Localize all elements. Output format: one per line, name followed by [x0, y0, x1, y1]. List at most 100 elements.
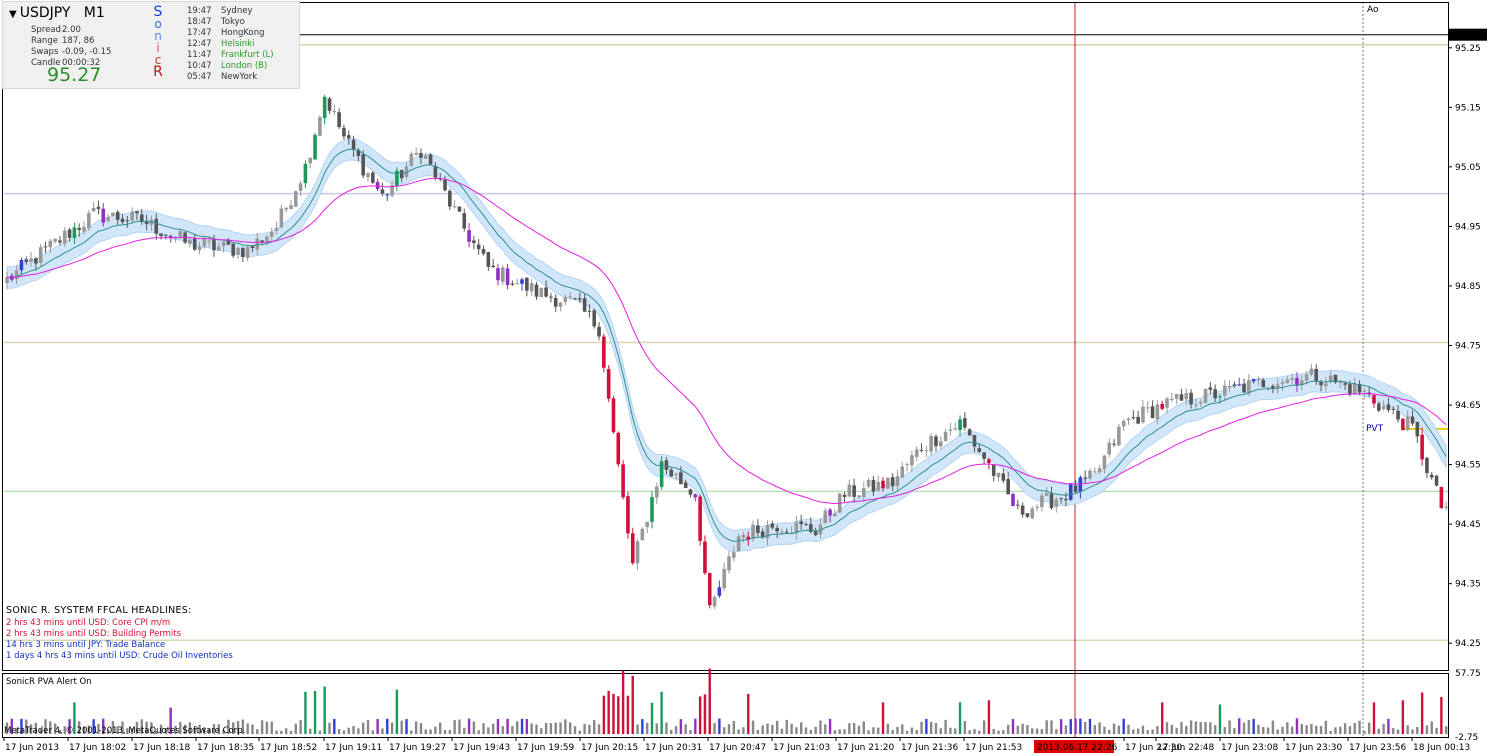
volume-bar [111, 720, 115, 735]
volume-bar [1339, 726, 1342, 735]
volume-bar [1300, 724, 1303, 735]
candle-body [481, 249, 486, 254]
volume-bar [747, 693, 750, 735]
stat-row: Candle00:00:32 [31, 58, 100, 68]
candle-body [135, 211, 139, 214]
candle-body [62, 230, 67, 244]
candle-body [120, 218, 125, 223]
indicator-tick-label: 57.75 [1455, 669, 1481, 679]
candle-body [818, 524, 823, 535]
volume-bar [472, 721, 476, 735]
volume-bar [920, 721, 923, 735]
candle-body [688, 489, 693, 495]
volume-bar [53, 723, 57, 735]
volume-bar [800, 722, 803, 735]
volume-bar [804, 727, 808, 735]
volume-bar [833, 730, 837, 735]
ema-channel [6, 138, 1447, 553]
volume-bar [824, 724, 827, 735]
volume-bar [934, 723, 938, 735]
candle-body [1165, 398, 1169, 408]
candle-body [650, 497, 654, 522]
candle-body [616, 432, 621, 465]
session-row: 11:47 Frankfurt (L) [187, 50, 274, 61]
candle-body [1006, 478, 1010, 495]
volume-bar [309, 728, 312, 735]
candle-body [813, 531, 818, 536]
candle-body [500, 267, 505, 282]
volume-bar [405, 719, 408, 735]
candle-body [1295, 377, 1299, 386]
volume-bar [251, 724, 254, 735]
volume-bar [1151, 729, 1154, 735]
volume-bar [925, 718, 928, 735]
candle-body [640, 528, 645, 541]
x-tick-label: 17 Jun 18:35 [197, 743, 254, 753]
volume-bar [155, 730, 158, 735]
candle-body [245, 246, 250, 259]
candle-body [1299, 380, 1304, 386]
volume-bar [862, 721, 865, 735]
volume-bar [328, 722, 331, 735]
candle-body [419, 153, 423, 158]
x-tick-label: 17 Jun 23:56 [1349, 743, 1406, 753]
current-price-label: 95.27 [1453, 31, 1479, 41]
session-time: 12:47 [187, 39, 212, 49]
volume-bar [92, 719, 95, 735]
candle-body [67, 229, 72, 238]
volume-bar [246, 723, 249, 735]
candle-body [1275, 384, 1280, 389]
candle-body [924, 450, 929, 452]
candle-body [775, 528, 779, 532]
candle-body [1131, 417, 1136, 419]
candle-body [1304, 374, 1309, 381]
volume-bar [872, 727, 875, 735]
volume-bar [568, 722, 572, 735]
volume-bar [1348, 726, 1352, 735]
volume-bar [1079, 718, 1082, 735]
ema-fast-line [6, 148, 1447, 542]
candle-body [804, 524, 808, 526]
candle-body [5, 277, 9, 284]
candle-body [337, 112, 341, 128]
volume-bar [978, 730, 981, 735]
candle-body [770, 523, 775, 528]
volume-bar [496, 719, 500, 735]
candle-body [1179, 394, 1184, 401]
volume-bar [1204, 722, 1207, 735]
volume-bar [742, 727, 745, 735]
volume-bar [121, 721, 124, 735]
volume-bar [366, 720, 370, 735]
volume-bar [183, 724, 187, 735]
crosshair-time-box [1034, 740, 1114, 753]
x-tick-label: 17 Jun 23:08 [1221, 743, 1278, 753]
session-row: 05:47 NewYork [187, 72, 274, 83]
volume-bar [1266, 727, 1270, 735]
volume-bar [1050, 720, 1053, 735]
ema-band [6, 138, 1447, 553]
candle-body [881, 480, 885, 489]
candle-body [1112, 443, 1116, 445]
volume-bar [775, 720, 779, 735]
candle-body [910, 455, 914, 466]
candle-body [539, 287, 544, 298]
candle-body [139, 214, 144, 222]
volume-bar [1175, 727, 1178, 735]
session-time: 18:47 [187, 17, 212, 27]
y-tick-label: 94.55 [1455, 461, 1481, 471]
volume-bar [1165, 722, 1169, 735]
dropdown-triangle-icon[interactable]: ▼ [9, 9, 17, 20]
x-tick-label: 17 Jun 18:02 [69, 743, 126, 753]
x-tick-label: 17 Jun 18:52 [260, 743, 317, 753]
candle-body [1319, 381, 1323, 386]
volume-bar [1353, 723, 1356, 735]
candle-body [645, 521, 649, 528]
candle-body [1213, 389, 1217, 399]
candle-body [794, 522, 799, 534]
y-tick-label: 94.65 [1455, 401, 1481, 411]
candle-body [1222, 385, 1227, 396]
volume-bar [275, 730, 278, 735]
y-tick-label: 95.15 [1455, 103, 1481, 113]
volume-bar [1156, 726, 1159, 735]
candle-body [327, 98, 332, 111]
